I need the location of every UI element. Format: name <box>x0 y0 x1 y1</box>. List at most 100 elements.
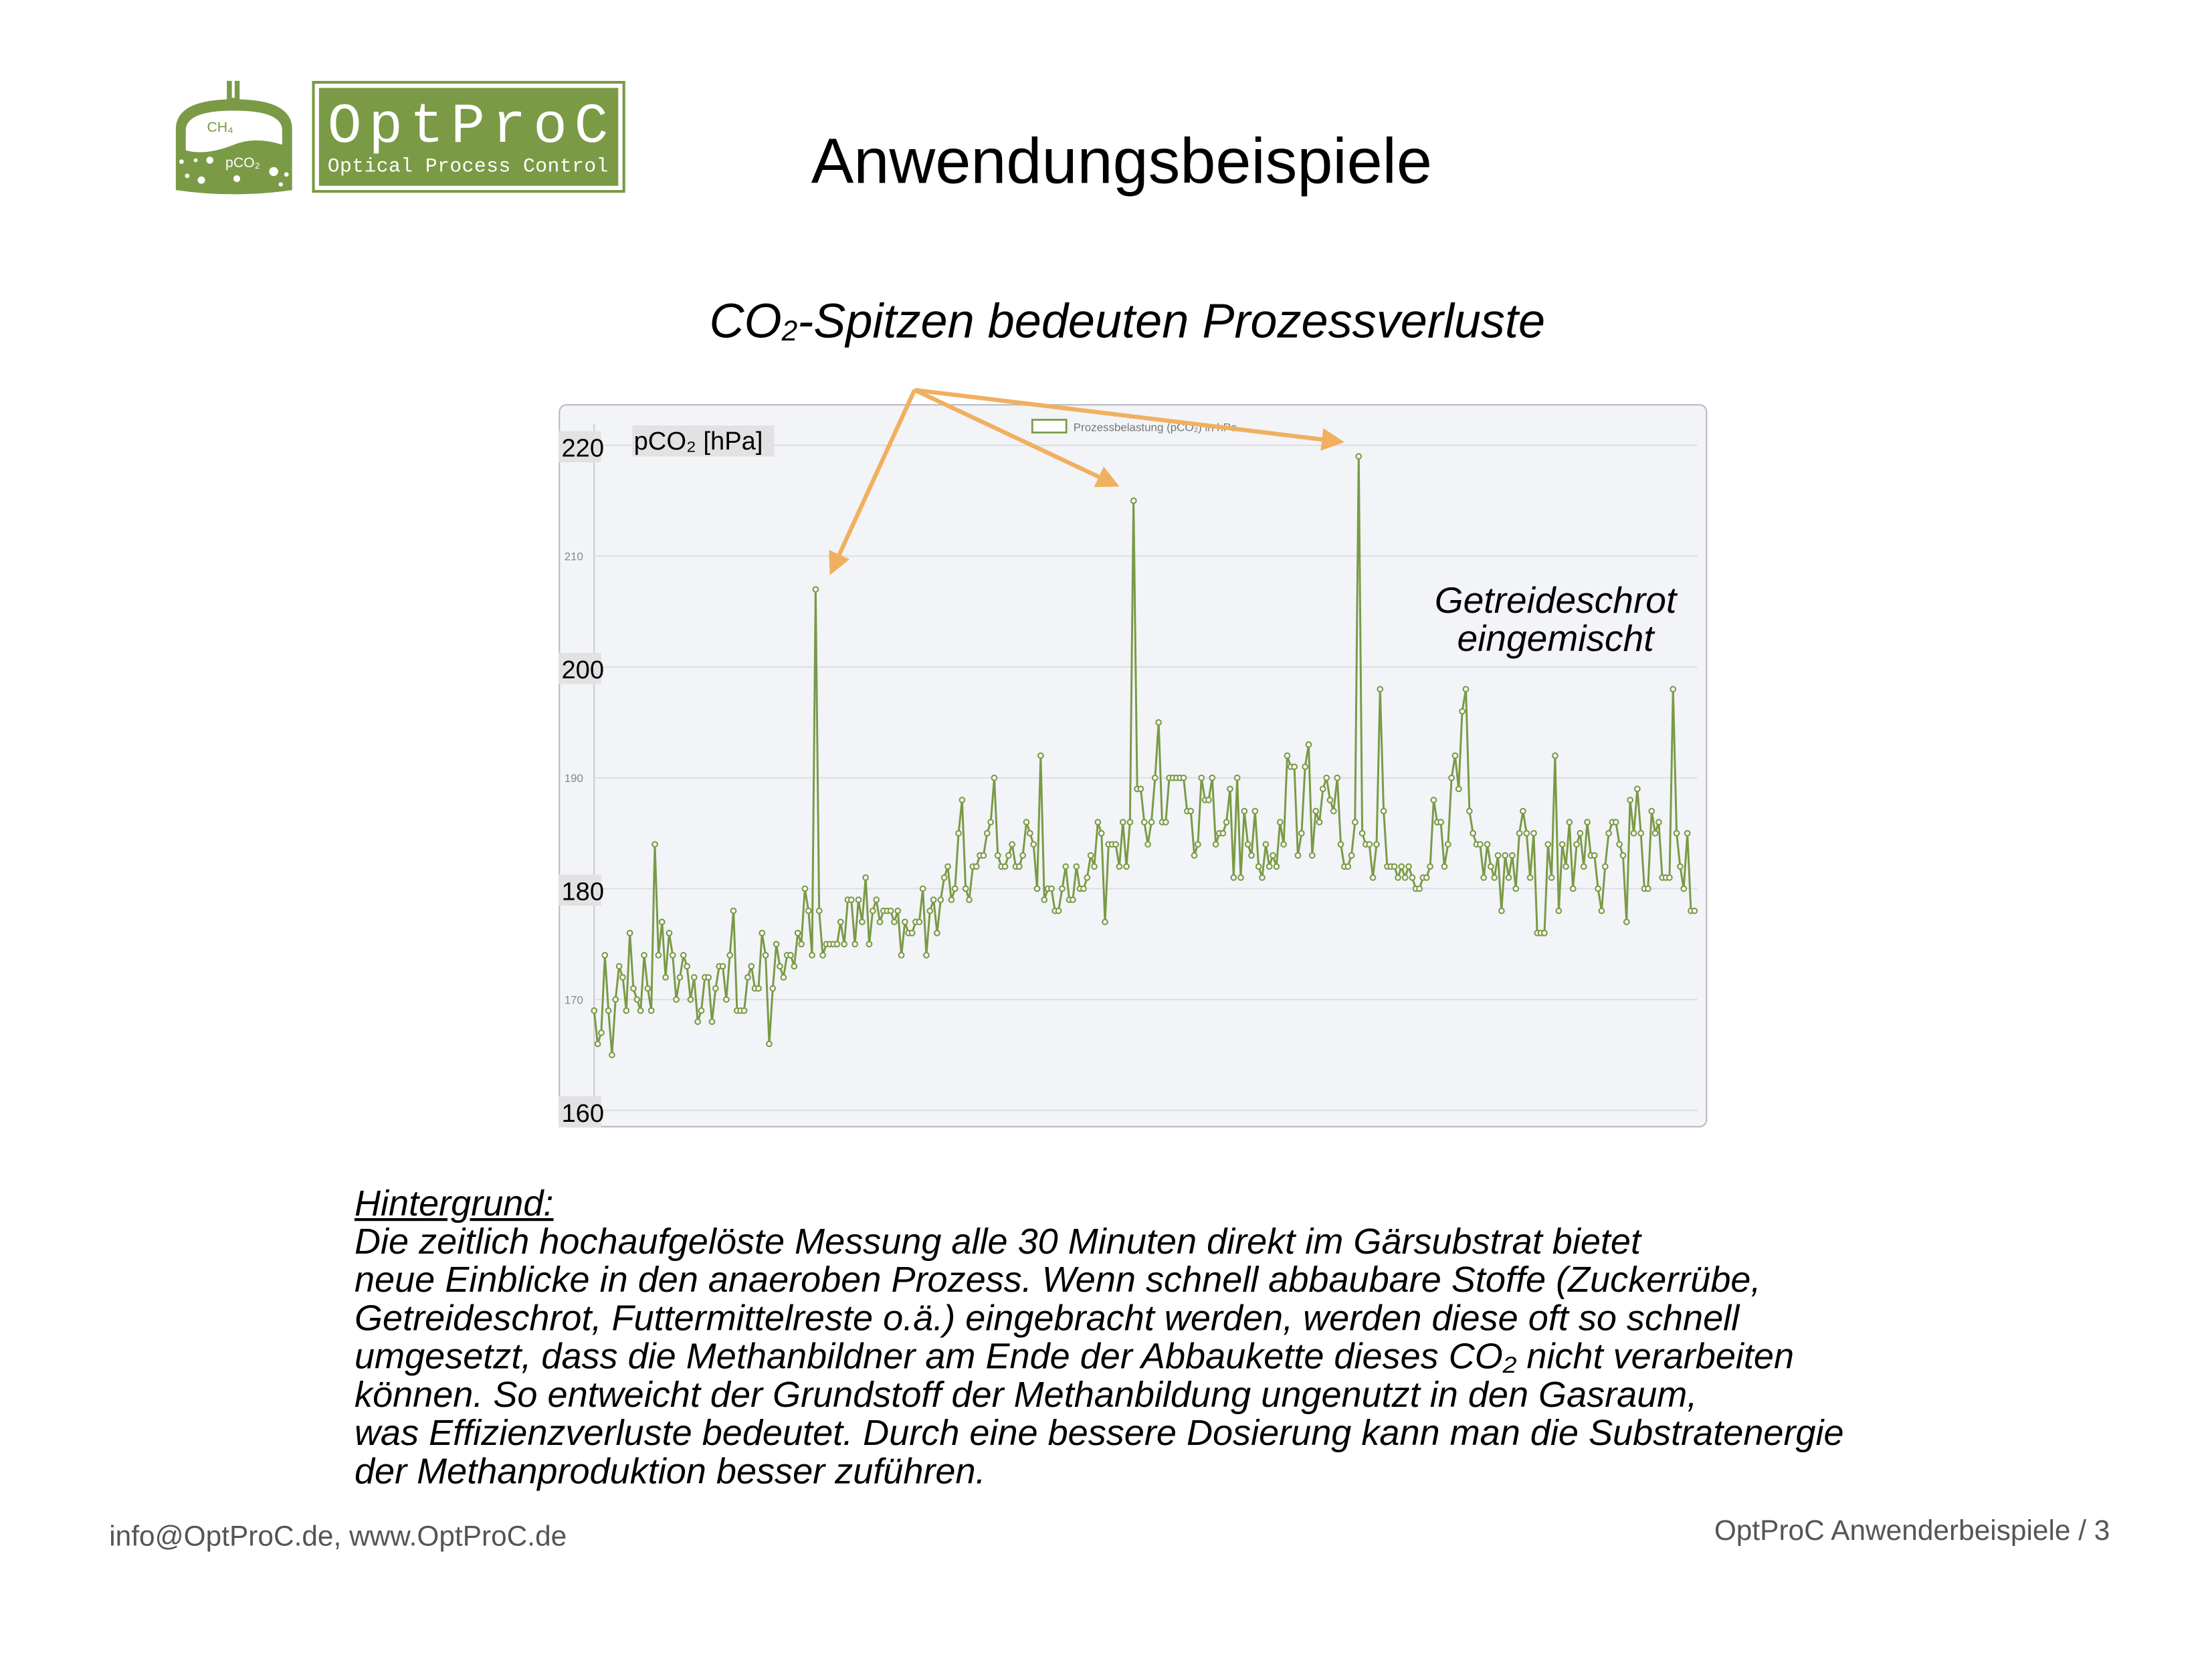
data-point <box>1666 874 1673 881</box>
data-point <box>1194 841 1201 848</box>
data-point <box>1212 841 1219 848</box>
data-point <box>1291 763 1298 771</box>
data-point <box>1573 841 1580 848</box>
data-point <box>1308 852 1316 859</box>
y-tick-label-bg <box>559 874 601 906</box>
data-point <box>1026 830 1033 837</box>
data-point <box>647 1007 655 1014</box>
data-point <box>666 929 673 937</box>
data-point <box>1563 863 1569 870</box>
data-point <box>937 896 944 903</box>
data-point <box>1470 830 1477 837</box>
data-point <box>902 918 908 926</box>
data-point <box>1230 874 1237 881</box>
background-line: umgesetzt, dass die Methanbildner am End… <box>354 1337 1795 1377</box>
data-point <box>1330 807 1337 815</box>
data-point <box>1319 785 1326 793</box>
data-point <box>694 1018 702 1026</box>
y-tick-label-bg <box>559 431 601 463</box>
data-point <box>1591 852 1598 859</box>
data-point <box>719 963 726 970</box>
background-line: Getreideschrot, Futtermittelreste o.ä.) … <box>354 1298 1740 1339</box>
data-point <box>780 974 787 981</box>
data-point <box>1005 852 1012 859</box>
y-tick-label: 220 <box>561 434 604 463</box>
data-point <box>740 1007 748 1014</box>
y-tick-label-bg <box>559 1096 601 1128</box>
y-tick-label: 200 <box>561 656 604 684</box>
data-point <box>1015 863 1023 870</box>
data-point <box>955 830 962 837</box>
data-point <box>1062 863 1070 870</box>
subtitle-prefix: CO <box>709 294 782 349</box>
data-point <box>655 952 662 959</box>
data-point <box>1323 774 1330 781</box>
data-point <box>1070 896 1076 903</box>
data-point <box>1094 819 1102 825</box>
data-point <box>1312 807 1320 815</box>
data-point <box>809 952 815 959</box>
data-point <box>1444 841 1451 848</box>
y-tick-label-bg <box>559 652 601 684</box>
data-point <box>991 774 998 781</box>
data-point <box>930 896 937 903</box>
data-point <box>1423 874 1430 881</box>
data-point <box>1033 885 1041 892</box>
data-point <box>1244 841 1251 848</box>
data-point <box>1509 852 1516 859</box>
data-point <box>669 952 676 959</box>
y-tick-label: 180 <box>561 877 604 906</box>
data-point <box>1030 841 1037 848</box>
data-point <box>1612 819 1619 825</box>
data-point <box>1126 819 1134 825</box>
data-point <box>1459 708 1466 715</box>
data-point <box>1491 874 1498 881</box>
data-point <box>819 952 826 959</box>
data-point <box>623 1007 630 1014</box>
data-point <box>1284 752 1291 759</box>
data-point <box>1073 863 1080 870</box>
data-point <box>1541 929 1548 937</box>
data-point <box>1648 807 1655 815</box>
y-tick-label: 170 <box>565 994 583 1007</box>
data-point <box>919 885 926 892</box>
data-point <box>973 863 980 870</box>
data-point <box>1091 863 1098 870</box>
data-point <box>798 941 805 948</box>
data-point <box>916 918 923 926</box>
data-point <box>1487 863 1494 870</box>
data-point <box>619 974 626 981</box>
data-point <box>1037 752 1044 759</box>
data-point <box>944 863 951 870</box>
data-point <box>923 952 930 959</box>
data-point <box>1155 719 1162 726</box>
data-point <box>1198 774 1205 781</box>
data-point <box>948 896 955 903</box>
data-point <box>1498 907 1505 914</box>
data-point <box>1059 885 1066 892</box>
background-line: können. So entweicht der Grundstoff der … <box>354 1375 1698 1416</box>
data-point <box>1655 819 1662 825</box>
data-point <box>1205 797 1212 803</box>
data-point <box>1273 863 1280 870</box>
data-point <box>633 996 641 1003</box>
data-points <box>591 453 1698 1058</box>
data-point <box>1677 863 1684 870</box>
data-point <box>773 941 780 948</box>
arrow-head-icon <box>1094 466 1120 488</box>
data-point <box>651 841 658 848</box>
data-point <box>1637 830 1645 837</box>
data-point <box>1401 874 1409 881</box>
data-point <box>1223 819 1230 825</box>
data-point <box>1055 907 1062 914</box>
data-point <box>1630 830 1637 837</box>
background-heading: Hintergrund: <box>354 1184 554 1224</box>
data-point <box>1544 841 1552 848</box>
data-point <box>934 929 940 937</box>
data-point <box>1373 841 1380 848</box>
y-tick-label: 190 <box>565 772 583 785</box>
background-text: Hintergrund: Die zeitlich hochaufgelöste… <box>355 1185 2056 1492</box>
data-point <box>1162 819 1169 825</box>
data-point <box>1548 874 1555 881</box>
data-point <box>801 885 809 892</box>
